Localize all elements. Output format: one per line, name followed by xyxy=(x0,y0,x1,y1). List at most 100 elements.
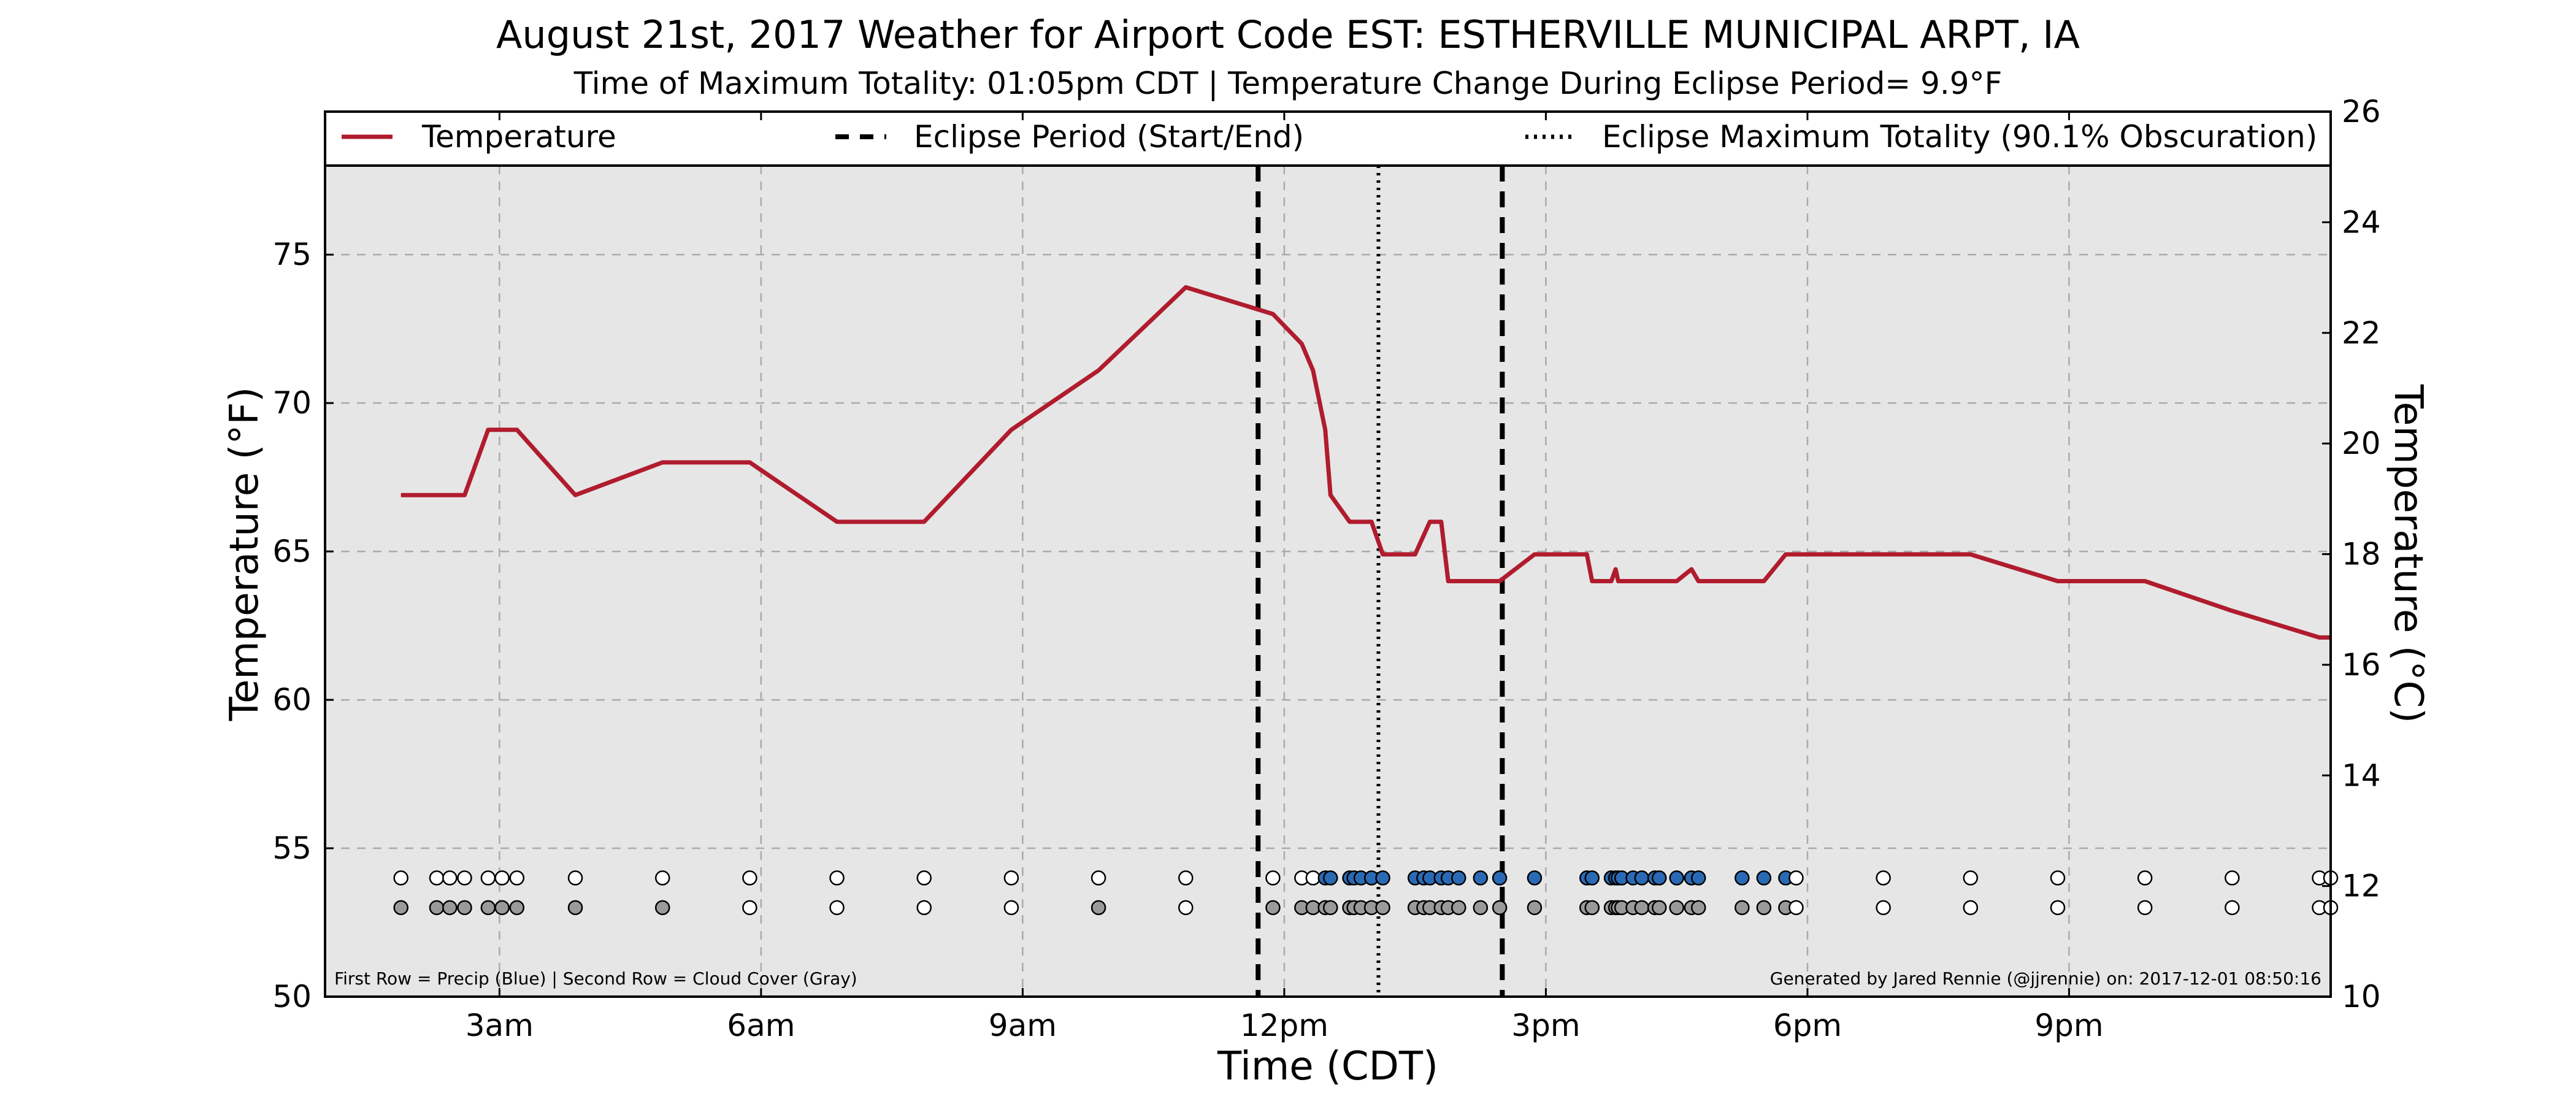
axis-ticks: 3am 6am 9am 12pm 3pm 6pm 9pm 50 55 60 65 70 75 10 12 14… xyxy=(272,94,2380,1043)
cloud-marker xyxy=(1091,900,1106,916)
legend-eclipse-period-label: Eclipse Period (Start/End) xyxy=(914,119,1304,155)
cloud-marker xyxy=(1788,900,1804,916)
annotation-bottom-right: Generated by Jared Rennie (@jjrennie) on… xyxy=(1770,968,2321,989)
cloud-marker xyxy=(829,900,845,916)
cloud-marker xyxy=(1473,900,1489,916)
precip-marker xyxy=(1690,870,1706,886)
y-axis-label-left: Temperature (°F) xyxy=(222,387,267,722)
legend-temperature-label: Temperature xyxy=(421,119,616,155)
cloud-marker xyxy=(1876,900,1891,916)
precip-marker xyxy=(393,870,408,886)
precip-marker xyxy=(1451,870,1466,886)
y-tick-label: 75 xyxy=(272,237,312,272)
x-axis-label: Time (CDT) xyxy=(1217,1044,1438,1089)
cloud-marker xyxy=(1003,900,1019,916)
y-right-tick-label: 26 xyxy=(2342,94,2381,129)
cloud-marker xyxy=(1527,900,1543,916)
y-tick-label: 50 xyxy=(272,979,312,1014)
cloud-marker xyxy=(2137,900,2153,916)
cloud-marker xyxy=(2225,900,2240,916)
x-tick-label: 6pm xyxy=(1773,1008,1842,1043)
y-tick-label: 70 xyxy=(272,385,312,421)
cloud-marker xyxy=(1652,900,1667,916)
y-right-tick-label: 22 xyxy=(2342,315,2381,351)
y-axis-label-right: Temperature (°C) xyxy=(2385,384,2431,723)
temperature-series xyxy=(401,285,2331,640)
y-right-tick-label: 16 xyxy=(2342,647,2381,683)
precip-marker xyxy=(429,870,445,886)
cloud-marker xyxy=(494,900,510,916)
precip-marker xyxy=(1323,870,1338,886)
precip-marker xyxy=(2050,870,2066,886)
precip-marker xyxy=(742,870,757,886)
cloud-marker xyxy=(1756,900,1772,916)
cloud-marker xyxy=(2050,900,2066,916)
chart-subtitle: Time of Maximum Totality: 01:05pm CDT | … xyxy=(573,66,2003,101)
cloud-marker xyxy=(1735,900,1750,916)
precip-marker xyxy=(1634,870,1650,886)
cloud-marker xyxy=(1178,900,1194,916)
observation-markers xyxy=(393,870,2339,916)
grid-lines xyxy=(325,166,2331,997)
precip-marker xyxy=(1091,870,1106,886)
cloud-marker xyxy=(1963,900,1979,916)
cloud-marker xyxy=(1669,900,1684,916)
precip-marker xyxy=(1963,870,1979,886)
precip-marker xyxy=(916,870,932,886)
x-tick-label: 9pm xyxy=(2034,1008,2103,1043)
x-tick-label: 3pm xyxy=(1511,1008,1580,1043)
precip-marker xyxy=(1375,870,1390,886)
cloud-marker xyxy=(1451,900,1466,916)
x-tick-label: 3am xyxy=(466,1008,534,1043)
cloud-marker xyxy=(442,900,458,916)
y-right-tick-label: 20 xyxy=(2342,426,2381,461)
precip-marker xyxy=(1756,870,1772,886)
precip-marker xyxy=(509,870,525,886)
precip-marker xyxy=(1735,870,1750,886)
precip-marker xyxy=(1876,870,1891,886)
temperature-line xyxy=(401,285,2331,640)
precip-marker xyxy=(1265,870,1281,886)
cloud-marker xyxy=(509,900,525,916)
x-tick-label: 9am xyxy=(989,1008,1057,1043)
precip-marker xyxy=(1584,870,1600,886)
y-tick-label: 55 xyxy=(272,830,312,866)
y-right-tick-label: 24 xyxy=(2342,204,2381,240)
precip-marker xyxy=(1178,870,1194,886)
cloud-marker xyxy=(1375,900,1390,916)
cloud-marker xyxy=(1690,900,1706,916)
cloud-marker xyxy=(742,900,757,916)
x-tick-label: 6am xyxy=(727,1008,795,1043)
precip-marker xyxy=(442,870,458,886)
precip-marker xyxy=(1473,870,1489,886)
precip-marker xyxy=(1003,870,1019,886)
cloud-marker xyxy=(1492,900,1508,916)
cloud-marker xyxy=(480,900,496,916)
cloud-marker xyxy=(393,900,408,916)
cloud-marker xyxy=(457,900,472,916)
precip-marker xyxy=(654,870,670,886)
precip-marker xyxy=(829,870,845,886)
precip-marker xyxy=(1652,870,1667,886)
precip-marker xyxy=(1788,870,1804,886)
y-tick-label: 60 xyxy=(272,682,312,718)
precip-marker xyxy=(480,870,496,886)
y-tick-label: 65 xyxy=(272,534,312,569)
plot-background xyxy=(325,166,2331,997)
cloud-marker xyxy=(1584,900,1600,916)
precip-marker xyxy=(2137,870,2153,886)
chart-title: August 21st, 2017 Weather for Airport Co… xyxy=(496,12,2080,57)
cloud-marker xyxy=(567,900,583,916)
precip-marker xyxy=(1527,870,1543,886)
legend-eclipse-max-label: Eclipse Maximum Totality (90.1% Obscurat… xyxy=(1602,119,2317,155)
precip-marker xyxy=(494,870,510,886)
cloud-marker xyxy=(1634,900,1650,916)
y-right-tick-label: 10 xyxy=(2342,979,2381,1014)
y-right-tick-label: 18 xyxy=(2342,537,2381,572)
y-right-tick-label: 12 xyxy=(2342,868,2381,904)
y-right-tick-label: 14 xyxy=(2342,757,2381,793)
precip-marker xyxy=(457,870,472,886)
x-tick-label: 12pm xyxy=(1240,1008,1328,1043)
cloud-marker xyxy=(1265,900,1281,916)
cloud-marker xyxy=(654,900,670,916)
